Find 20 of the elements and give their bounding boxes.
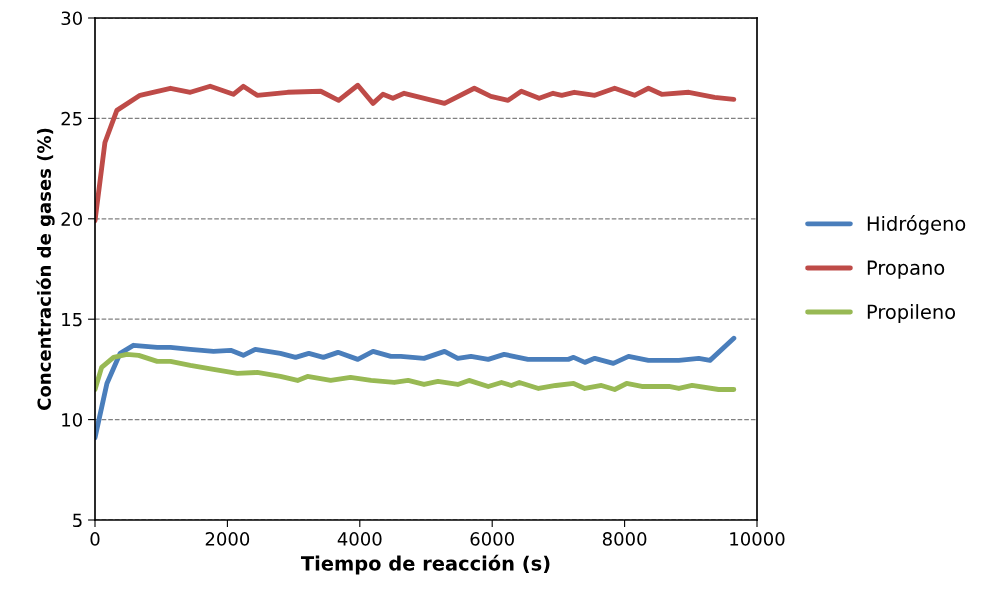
y-tick-label: 5	[73, 513, 82, 528]
line-series	[95, 351, 737, 392]
y-tick-label: 15	[62, 312, 82, 327]
y-tick-label: 10	[62, 413, 82, 427]
x-tick-label: 10000	[730, 532, 785, 546]
y-tick-label: 25	[61, 111, 82, 126]
x-tick-label: 4000	[337, 532, 382, 546]
x-tick-label: 6000	[470, 532, 514, 546]
line-series	[95, 335, 737, 441]
line-series	[95, 82, 737, 224]
y-axis-title: Concentración de gases (%)	[36, 128, 55, 410]
y-tick-label: 20	[61, 212, 82, 226]
x-tick-label: 8000	[602, 532, 647, 546]
y-tick-label: 30	[61, 11, 82, 26]
legend-label: Hidrógeno	[867, 215, 966, 235]
x-tick-label: 0	[90, 532, 100, 546]
x-tick-label: 2000	[205, 532, 250, 546]
legend-label: Propileno	[867, 304, 956, 323]
x-axis-title: Tiempo de reacción (s)	[300, 554, 550, 575]
legend-label: Propano	[867, 260, 945, 279]
